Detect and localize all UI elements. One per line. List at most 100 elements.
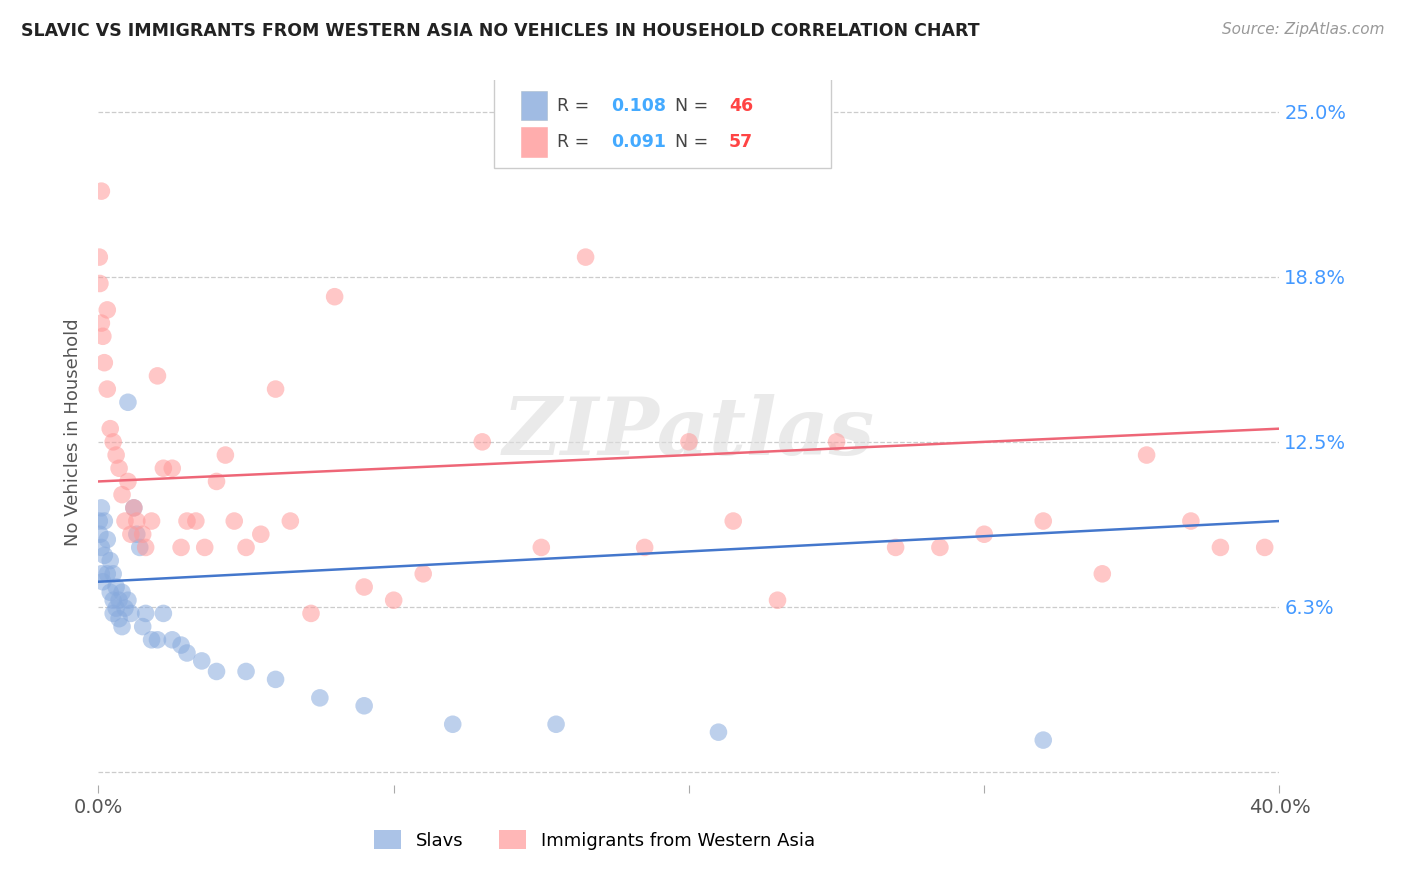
Point — [135, 541, 157, 555]
Point — [235, 541, 257, 555]
Point — [264, 673, 287, 687]
Point — [146, 368, 169, 383]
Text: 57: 57 — [730, 133, 754, 151]
Point — [1136, 448, 1159, 462]
Point — [128, 541, 150, 555]
Point — [141, 514, 163, 528]
Point — [132, 619, 155, 633]
Point — [973, 527, 995, 541]
Point — [98, 554, 121, 568]
Point — [250, 527, 273, 541]
Point — [309, 690, 332, 705]
Text: 46: 46 — [730, 96, 754, 114]
Point — [98, 585, 121, 599]
Point — [105, 448, 128, 462]
Point — [125, 527, 148, 541]
Point — [103, 593, 125, 607]
Point — [93, 514, 115, 528]
Point — [90, 316, 112, 330]
Text: 0.091: 0.091 — [612, 133, 666, 151]
Point — [120, 527, 142, 541]
Point — [1032, 733, 1054, 747]
Point — [176, 646, 198, 660]
Point — [575, 250, 598, 264]
Point — [162, 632, 183, 647]
Text: ZIPatlas: ZIPatlas — [503, 394, 875, 471]
Point — [441, 717, 464, 731]
Point — [90, 500, 112, 515]
Point — [353, 698, 375, 713]
Point — [132, 527, 155, 541]
Point — [412, 566, 434, 581]
Text: R =: R = — [557, 133, 595, 151]
Point — [93, 356, 115, 370]
FancyBboxPatch shape — [494, 77, 831, 169]
Point — [103, 434, 125, 449]
Point — [205, 475, 228, 489]
Point — [135, 607, 157, 621]
Point — [105, 601, 128, 615]
Text: N =: N = — [675, 133, 713, 151]
Text: SLAVIC VS IMMIGRANTS FROM WESTERN ASIA NO VEHICLES IN HOUSEHOLD CORRELATION CHAR: SLAVIC VS IMMIGRANTS FROM WESTERN ASIA N… — [21, 22, 980, 40]
Point — [122, 500, 145, 515]
Point — [117, 475, 139, 489]
Point — [108, 593, 131, 607]
Point — [678, 434, 700, 449]
Point — [170, 541, 193, 555]
FancyBboxPatch shape — [522, 128, 547, 157]
Point — [89, 527, 111, 541]
Point — [90, 566, 112, 581]
Point — [546, 717, 568, 731]
Point — [299, 607, 322, 621]
Point — [117, 395, 139, 409]
Point — [1209, 541, 1232, 555]
Point — [114, 514, 136, 528]
Point — [89, 250, 111, 264]
Point — [382, 593, 405, 607]
Point — [122, 500, 145, 515]
Point — [723, 514, 745, 528]
Point — [235, 665, 257, 679]
Text: 0.108: 0.108 — [612, 96, 666, 114]
Point — [117, 593, 139, 607]
Point — [323, 290, 346, 304]
Point — [108, 461, 131, 475]
Legend: Slavs, Immigrants from Western Asia: Slavs, Immigrants from Western Asia — [367, 823, 823, 857]
Point — [152, 461, 174, 475]
FancyBboxPatch shape — [522, 91, 547, 120]
Point — [1032, 514, 1054, 528]
Point — [194, 541, 217, 555]
Text: N =: N = — [675, 96, 713, 114]
Point — [170, 638, 193, 652]
Point — [105, 580, 128, 594]
Point — [264, 382, 287, 396]
Point — [125, 514, 148, 528]
Point — [93, 549, 115, 563]
Point — [90, 541, 112, 555]
Point — [90, 184, 112, 198]
Point — [91, 574, 114, 589]
Point — [96, 302, 118, 317]
Point — [634, 541, 657, 555]
Point — [353, 580, 375, 594]
Point — [825, 434, 848, 449]
Point — [111, 585, 134, 599]
Point — [707, 725, 730, 739]
Point — [1091, 566, 1114, 581]
Point — [1180, 514, 1202, 528]
Point — [89, 277, 111, 291]
Point — [114, 601, 136, 615]
Point — [152, 607, 174, 621]
Point — [280, 514, 302, 528]
Point — [884, 541, 907, 555]
Point — [471, 434, 494, 449]
Point — [146, 632, 169, 647]
Point — [103, 607, 125, 621]
Point — [184, 514, 207, 528]
Point — [111, 488, 134, 502]
Point — [91, 329, 114, 343]
Point — [103, 566, 125, 581]
Y-axis label: No Vehicles in Household: No Vehicles in Household — [65, 318, 83, 547]
Point — [766, 593, 789, 607]
Point — [191, 654, 214, 668]
